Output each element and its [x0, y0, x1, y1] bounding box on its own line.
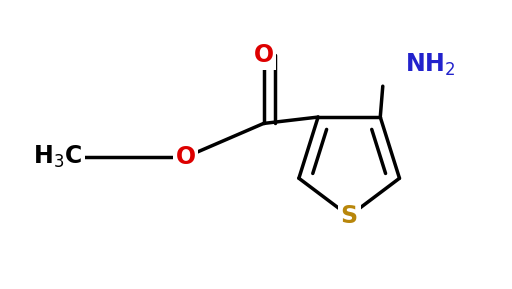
Text: S: S	[340, 204, 358, 228]
Text: O: O	[253, 43, 273, 67]
Text: NH$_2$: NH$_2$	[406, 52, 456, 78]
Text: H$_3$C: H$_3$C	[33, 144, 82, 170]
Text: O: O	[176, 145, 196, 169]
